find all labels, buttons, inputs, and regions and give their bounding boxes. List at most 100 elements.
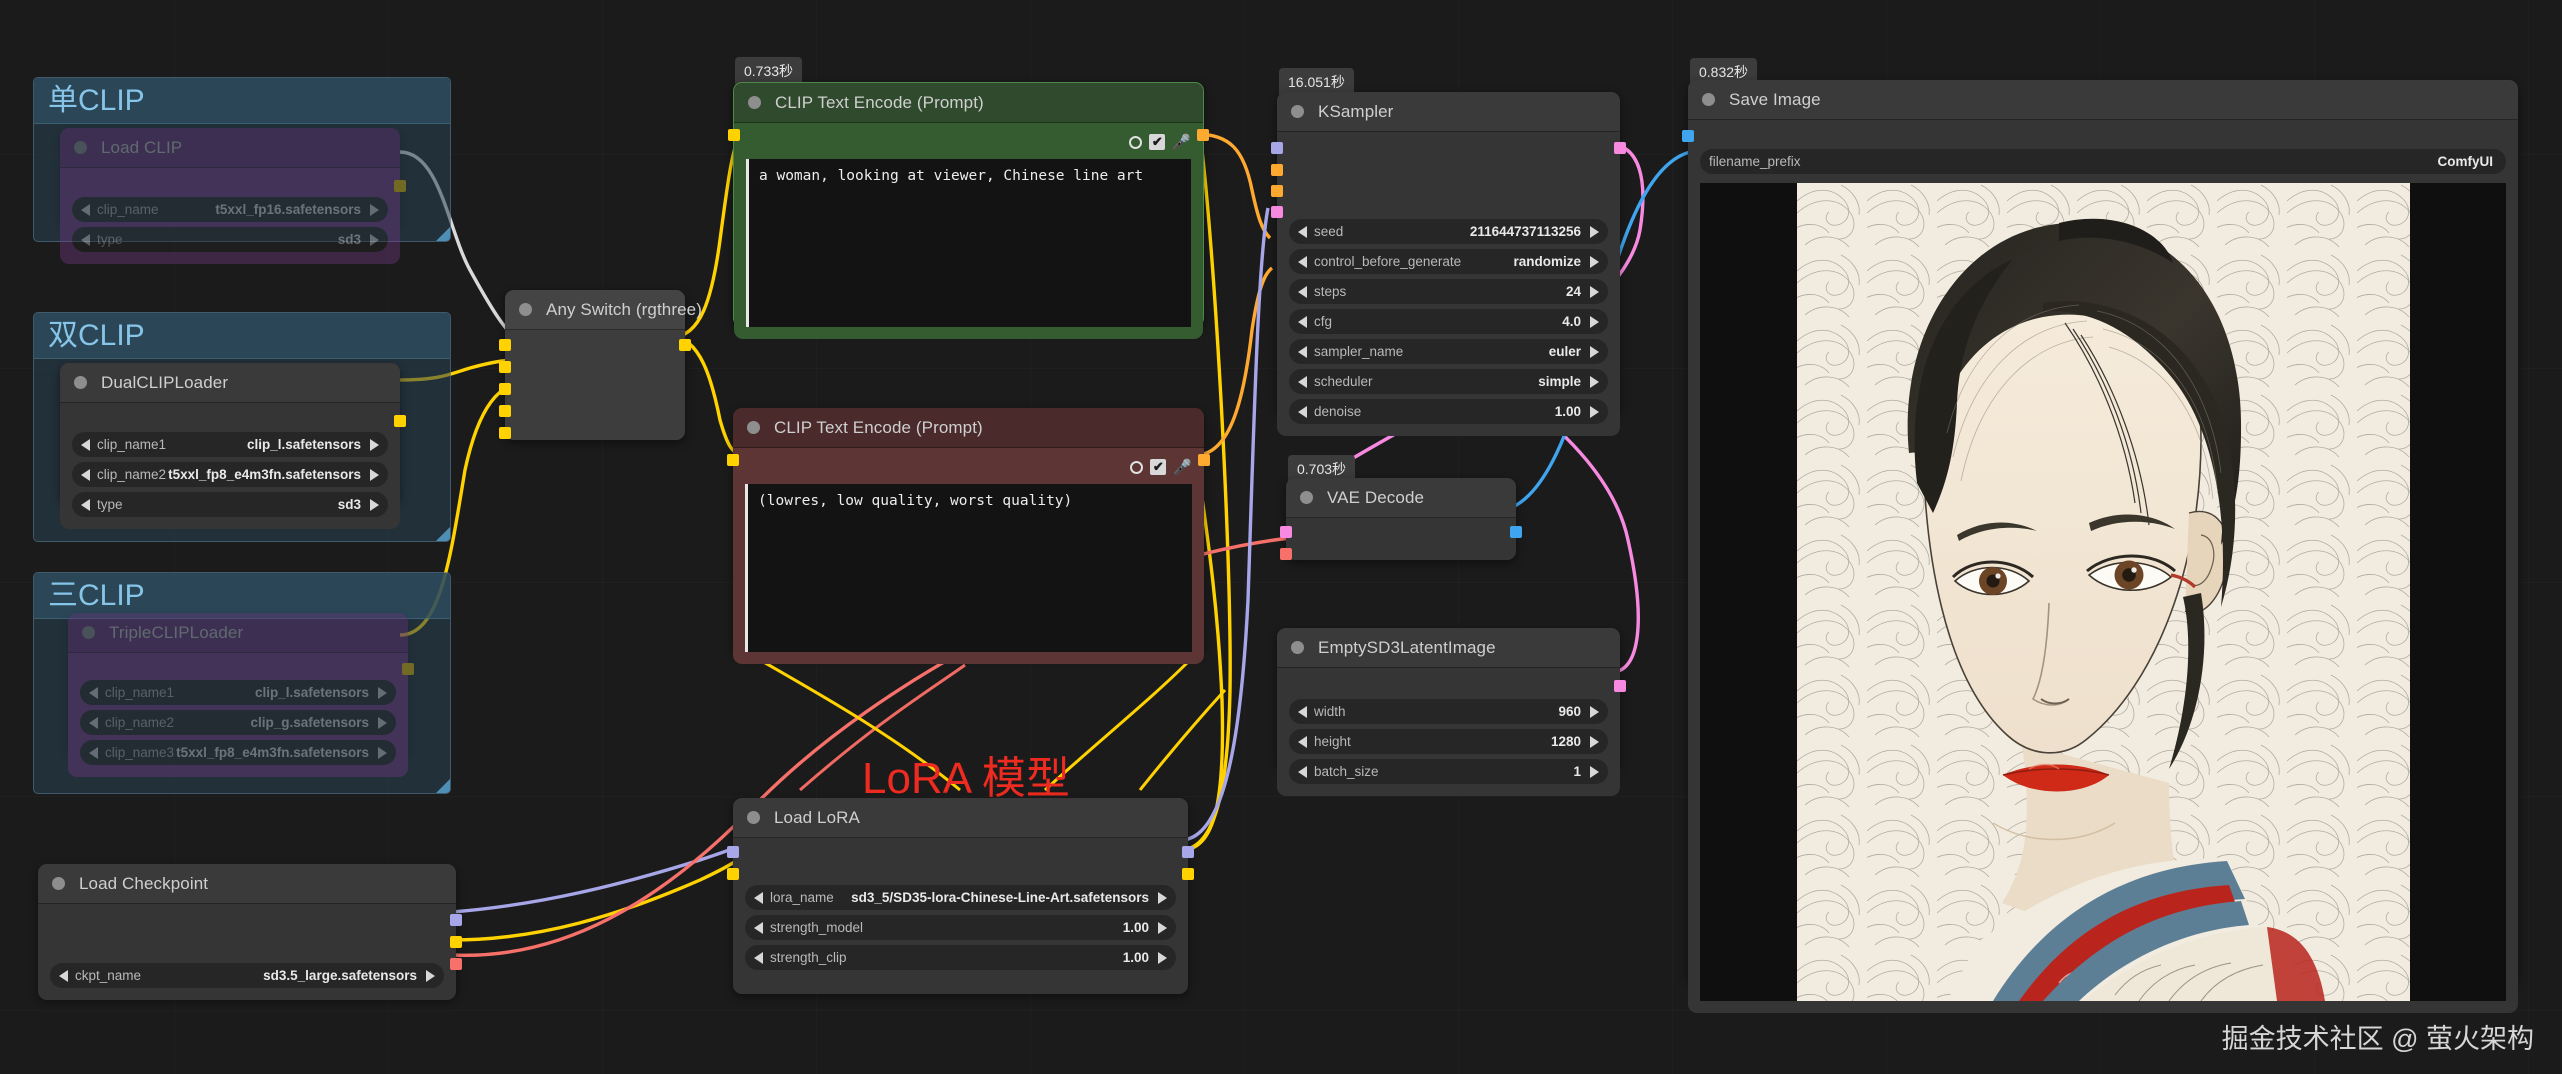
collapse-dot-icon[interactable] bbox=[1702, 93, 1715, 106]
decrement-arrow-icon[interactable] bbox=[81, 233, 90, 246]
node-header-load-clip[interactable]: Load CLIP bbox=[60, 128, 400, 168]
node-ksampler[interactable]: KSampler seed 211644737113256 control_be… bbox=[1271, 92, 1626, 436]
node-header-save-image[interactable]: Save Image bbox=[1688, 80, 2518, 120]
increment-arrow-icon[interactable] bbox=[1590, 345, 1599, 358]
widget-steps[interactable]: steps 24 bbox=[1289, 279, 1608, 304]
record-icon[interactable] bbox=[1129, 135, 1143, 149]
decrement-arrow-icon[interactable] bbox=[89, 746, 98, 759]
port-any-out[interactable] bbox=[679, 339, 691, 351]
widget-batch-size[interactable]: batch_size 1 bbox=[1289, 759, 1608, 784]
node-any-switch[interactable]: Any Switch (rgthree) bbox=[499, 290, 702, 440]
checkbox-icon[interactable]: ✔ bbox=[1150, 459, 1167, 475]
decrement-arrow-icon[interactable] bbox=[1298, 375, 1307, 388]
record-icon[interactable] bbox=[1130, 460, 1144, 474]
group-resize-handle[interactable] bbox=[436, 227, 450, 241]
increment-arrow-icon[interactable] bbox=[1590, 405, 1599, 418]
widget-sampler-name[interactable]: sampler_name euler bbox=[1289, 339, 1608, 364]
widget-ckpt-name[interactable]: ckpt_name sd3.5_large.safetensors bbox=[50, 963, 444, 988]
port-images-in[interactable] bbox=[1682, 130, 1694, 142]
port-clip-in[interactable] bbox=[728, 129, 740, 141]
node-header-ksampler[interactable]: KSampler bbox=[1277, 92, 1620, 132]
port-latent-out[interactable] bbox=[1614, 142, 1626, 154]
port-vae-in[interactable] bbox=[1280, 548, 1292, 560]
node-load-lora[interactable]: Load LoRA lora_name sd3_5/SD35-lora-Chin… bbox=[727, 798, 1194, 994]
port-clip-out[interactable] bbox=[402, 663, 414, 675]
decrement-arrow-icon[interactable] bbox=[1298, 225, 1307, 238]
increment-arrow-icon[interactable] bbox=[378, 746, 387, 759]
image-preview-wrapper[interactable] bbox=[1700, 183, 2506, 1001]
increment-arrow-icon[interactable] bbox=[426, 969, 435, 982]
prompt-textarea-positive[interactable]: a woman, looking at viewer, Chinese line… bbox=[746, 159, 1191, 327]
widget-strength-model[interactable]: strength_model 1.00 bbox=[745, 915, 1176, 940]
decrement-arrow-icon[interactable] bbox=[81, 498, 90, 511]
increment-arrow-icon[interactable] bbox=[1590, 285, 1599, 298]
widget-strength-clip[interactable]: strength_clip 1.00 bbox=[745, 945, 1176, 970]
increment-arrow-icon[interactable] bbox=[1590, 705, 1599, 718]
increment-arrow-icon[interactable] bbox=[1590, 225, 1599, 238]
widget-clip-name2[interactable]: clip_name2 clip_g.safetensors bbox=[80, 710, 396, 735]
collapse-dot-icon[interactable] bbox=[748, 96, 761, 109]
mic-icon[interactable]: 🎤 bbox=[1172, 133, 1191, 151]
increment-arrow-icon[interactable] bbox=[1590, 765, 1599, 778]
collapse-dot-icon[interactable] bbox=[74, 376, 87, 389]
widget-width[interactable]: width 960 bbox=[1289, 699, 1608, 724]
node-save-image[interactable]: Save Image filename_prefix ComfyUI bbox=[1682, 80, 2518, 1013]
node-header-any-switch[interactable]: Any Switch (rgthree) bbox=[505, 290, 702, 330]
collapse-dot-icon[interactable] bbox=[747, 421, 760, 434]
increment-arrow-icon[interactable] bbox=[1590, 315, 1599, 328]
node-dual-clip-loader[interactable]: DualCLIPLoader clip_name1 clip_l.safeten… bbox=[60, 363, 406, 529]
decrement-arrow-icon[interactable] bbox=[1298, 345, 1307, 358]
widget-seed[interactable]: seed 211644737113256 bbox=[1289, 219, 1608, 244]
decrement-arrow-icon[interactable] bbox=[1298, 285, 1307, 298]
decrement-arrow-icon[interactable] bbox=[754, 891, 763, 904]
node-header-vae-decode[interactable]: VAE Decode bbox=[1286, 478, 1516, 518]
increment-arrow-icon[interactable] bbox=[370, 468, 379, 481]
port-clip-out[interactable] bbox=[450, 936, 462, 948]
decrement-arrow-icon[interactable] bbox=[754, 921, 763, 934]
decrement-arrow-icon[interactable] bbox=[1298, 315, 1307, 328]
port-any-in-2[interactable] bbox=[499, 361, 511, 373]
widget-control-before-generate[interactable]: control_before_generate randomize bbox=[1289, 249, 1608, 274]
decrement-arrow-icon[interactable] bbox=[754, 951, 763, 964]
node-header-load-checkpoint[interactable]: Load Checkpoint bbox=[38, 864, 456, 904]
decrement-arrow-icon[interactable] bbox=[1298, 765, 1307, 778]
increment-arrow-icon[interactable] bbox=[378, 716, 387, 729]
widget-clip-name2[interactable]: clip_name2 t5xxl_fp8_e4m3fn.safetensors bbox=[72, 462, 388, 487]
node-load-checkpoint[interactable]: Load Checkpoint ckpt_name sd3.5_large.sa… bbox=[38, 864, 462, 1000]
collapse-dot-icon[interactable] bbox=[1291, 641, 1304, 654]
decrement-arrow-icon[interactable] bbox=[81, 468, 90, 481]
group-resize-handle[interactable] bbox=[436, 527, 450, 541]
decrement-arrow-icon[interactable] bbox=[1298, 735, 1307, 748]
collapse-dot-icon[interactable] bbox=[82, 626, 95, 639]
port-any-in-3[interactable] bbox=[499, 383, 511, 395]
node-triple-clip-loader[interactable]: TripleCLIPLoader clip_name1 clip_l.safet… bbox=[68, 613, 414, 777]
port-clip-out[interactable] bbox=[1182, 868, 1194, 880]
node-header-positive-prompt[interactable]: CLIP Text Encode (Prompt) bbox=[734, 83, 1203, 123]
widget-lora-name[interactable]: lora_name sd3_5/SD35-lora-Chinese-Line-A… bbox=[745, 885, 1176, 910]
checkbox-icon[interactable]: ✔ bbox=[1149, 134, 1166, 150]
increment-arrow-icon[interactable] bbox=[1158, 921, 1167, 934]
collapse-dot-icon[interactable] bbox=[1291, 105, 1304, 118]
node-load-clip[interactable]: Load CLIP clip_name t5xxl_fp16.safetenso… bbox=[60, 128, 406, 264]
port-positive-in[interactable] bbox=[1271, 164, 1283, 176]
node-clip-text-encode-negative[interactable]: CLIP Text Encode (Prompt) ✔ 🎤 (lowres, l… bbox=[727, 408, 1210, 664]
port-clip-in[interactable] bbox=[727, 454, 739, 466]
collapse-dot-icon[interactable] bbox=[74, 141, 87, 154]
port-clip-in[interactable] bbox=[727, 868, 739, 880]
widget-type[interactable]: type sd3 bbox=[72, 227, 388, 252]
widget-denoise[interactable]: denoise 1.00 bbox=[1289, 399, 1608, 424]
increment-arrow-icon[interactable] bbox=[1590, 375, 1599, 388]
node-header-dual-clip-loader[interactable]: DualCLIPLoader bbox=[60, 363, 400, 403]
image-preview[interactable] bbox=[1796, 183, 2410, 1001]
node-header-negative-prompt[interactable]: CLIP Text Encode (Prompt) bbox=[733, 408, 1204, 448]
collapse-dot-icon[interactable] bbox=[519, 303, 532, 316]
widget-filename-prefix[interactable]: filename_prefix ComfyUI bbox=[1700, 149, 2506, 174]
port-latent-in[interactable] bbox=[1271, 206, 1283, 218]
mic-icon[interactable]: 🎤 bbox=[1173, 458, 1192, 476]
port-model-in[interactable] bbox=[1271, 142, 1283, 154]
port-vae-out[interactable] bbox=[450, 958, 462, 970]
group-resize-handle[interactable] bbox=[436, 779, 450, 793]
node-header-triple-clip-loader[interactable]: TripleCLIPLoader bbox=[68, 613, 408, 653]
increment-arrow-icon[interactable] bbox=[370, 498, 379, 511]
collapse-dot-icon[interactable] bbox=[747, 811, 760, 824]
